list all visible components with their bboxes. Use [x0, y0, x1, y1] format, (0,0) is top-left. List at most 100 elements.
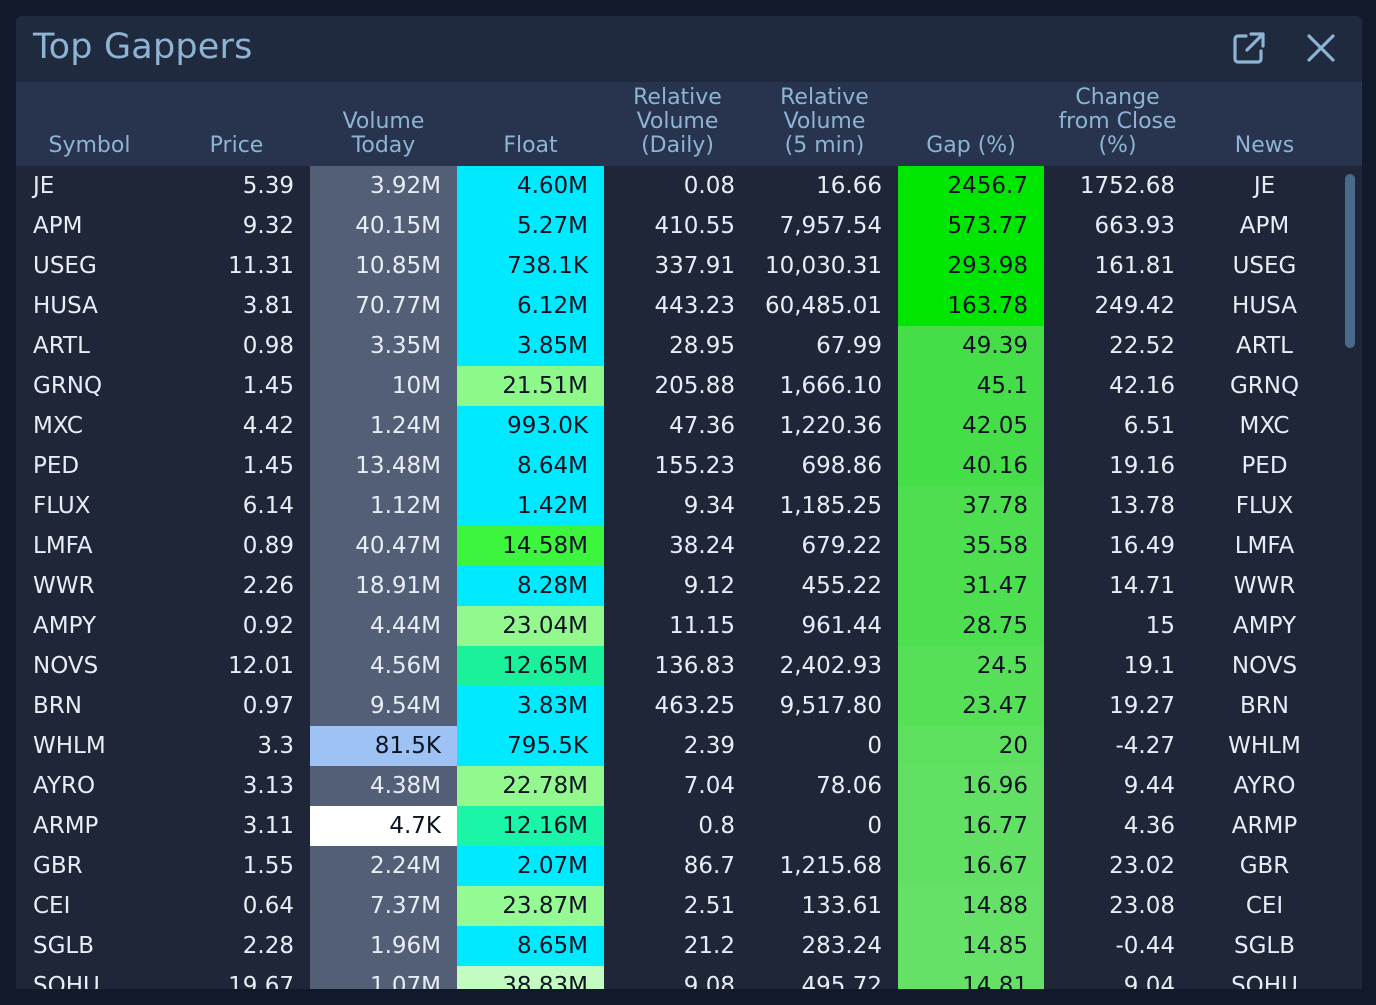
- symbol-cell[interactable]: GBR: [33, 853, 83, 879]
- news-cell[interactable]: CEI: [1245, 893, 1284, 919]
- table-row[interactable]: APM 9.32 40.15M 5.27M 410.55 7,957.54 573.77 66…: [16, 206, 1338, 246]
- symbol-cell[interactable]: WHLM: [33, 733, 106, 759]
- price-cell: 0.97: [242, 693, 294, 719]
- float-cell: 3.85M: [457, 326, 604, 366]
- table-row[interactable]: WWR 2.26 18.91M 8.28M 9.12 455.22 31.47 14.71 WW…: [16, 566, 1338, 606]
- gap-percent-cell: 31.47: [898, 566, 1044, 606]
- price-cell: 3.3: [257, 733, 294, 759]
- table-row[interactable]: ARMP 3.11 4.7K 12.16M 0.8 0 16.77 4.36 ARMP: [16, 806, 1338, 846]
- symbol-cell[interactable]: AYRO: [33, 773, 96, 799]
- column-header-price[interactable]: Price: [209, 133, 264, 158]
- table-row[interactable]: AMPY 0.92 4.44M 23.04M 11.15 961.44 28.75 15 AMP…: [16, 606, 1338, 646]
- news-cell[interactable]: GBR: [1239, 853, 1290, 879]
- gap-percent-cell: 23.47: [898, 686, 1044, 726]
- symbol-cell[interactable]: APM: [33, 213, 83, 239]
- symbol-cell[interactable]: GRNQ: [33, 373, 103, 399]
- symbol-cell[interactable]: USEG: [33, 253, 97, 279]
- symbol-cell[interactable]: ARMP: [33, 813, 99, 839]
- symbol-cell[interactable]: WWR: [33, 573, 95, 599]
- change-from-close-cell: 6.51: [1123, 413, 1175, 439]
- table-row[interactable]: SGLB 2.28 1.96M 8.65M 21.2 283.24 14.85 -0.44 SG…: [16, 926, 1338, 966]
- table-row[interactable]: GRNQ 1.45 10M 21.51M 205.88 1,666.10 45.1 42.16…: [16, 366, 1338, 406]
- news-cell[interactable]: SGLB: [1233, 933, 1295, 959]
- news-cell[interactable]: WWR: [1233, 573, 1296, 599]
- relative-volume-daily-cell: 337.91: [654, 253, 735, 279]
- news-cell[interactable]: NOVS: [1231, 653, 1298, 679]
- table-body: JE 5.39 3.92M 4.60M 0.08 16.66 2456.7 1752.68 JE…: [16, 166, 1338, 1005]
- symbol-cell[interactable]: JE: [33, 173, 55, 199]
- relative-volume-daily-cell: 0.08: [683, 173, 735, 199]
- symbol-cell[interactable]: NOVS: [33, 653, 99, 679]
- column-header-change-from-close[interactable]: Change from Close (%): [1058, 85, 1177, 158]
- table-row[interactable]: PED 1.45 13.48M 8.64M 155.23 698.86 40.16 19.16…: [16, 446, 1338, 486]
- symbol-cell[interactable]: MXC: [33, 413, 83, 439]
- news-cell[interactable]: AYRO: [1233, 773, 1296, 799]
- table-row[interactable]: GBR 1.55 2.24M 2.07M 86.7 1,215.68 16.67 23.02 G…: [16, 846, 1338, 886]
- change-from-close-cell: -4.27: [1115, 733, 1175, 759]
- news-cell[interactable]: USEG: [1232, 253, 1297, 279]
- relative-volume-daily-cell: 9.34: [683, 493, 735, 519]
- news-cell[interactable]: GRNQ: [1229, 373, 1300, 399]
- table-row[interactable]: NOVS 12.01 4.56M 12.65M 136.83 2,402.93 24.5 19…: [16, 646, 1338, 686]
- symbol-cell[interactable]: BRN: [33, 693, 82, 719]
- column-header-relative-volume-5min[interactable]: Relative Volume (5 min): [780, 85, 869, 158]
- news-cell[interactable]: APM: [1239, 213, 1290, 239]
- news-cell[interactable]: ARTL: [1236, 333, 1293, 359]
- news-cell[interactable]: PED: [1241, 453, 1288, 479]
- price-cell: 6.14: [242, 493, 294, 519]
- volume-today-cell: 13.48M: [310, 446, 457, 486]
- symbol-cell[interactable]: LMFA: [33, 533, 93, 559]
- float-cell: 8.28M: [457, 566, 604, 606]
- news-cell[interactable]: ARMP: [1231, 813, 1298, 839]
- symbol-cell[interactable]: HUSA: [33, 293, 98, 319]
- symbol-cell[interactable]: SGLB: [33, 933, 95, 959]
- price-cell: 9.32: [242, 213, 294, 239]
- relative-volume-5min-cell: 1,215.68: [779, 853, 882, 879]
- table-row[interactable]: CEI 0.64 7.37M 23.87M 2.51 133.61 14.88 23.08 CE…: [16, 886, 1338, 926]
- column-header-float[interactable]: Float: [503, 133, 558, 158]
- top-gappers-window: Top Gappers Symbol Price Volume Today Fl…: [16, 16, 1362, 1005]
- relative-volume-daily-cell: 136.83: [654, 653, 735, 679]
- symbol-cell[interactable]: FLUX: [33, 493, 91, 519]
- table-row[interactable]: AYRO 3.13 4.38M 22.78M 7.04 78.06 16.96 9.44 AYR…: [16, 766, 1338, 806]
- gap-percent-cell: 16.67: [898, 846, 1044, 886]
- volume-today-cell: 40.47M: [310, 526, 457, 566]
- symbol-cell[interactable]: ARTL: [33, 333, 90, 359]
- symbol-cell[interactable]: PED: [33, 453, 80, 479]
- symbol-cell[interactable]: CEI: [33, 893, 71, 919]
- relative-volume-daily-cell: 11.15: [669, 613, 735, 639]
- table-row[interactable]: MXC 4.42 1.24M 993.0K 47.36 1,220.36 42.05 6.51…: [16, 406, 1338, 446]
- column-header-news[interactable]: News: [1234, 133, 1295, 158]
- news-cell[interactable]: WHLM: [1228, 733, 1301, 759]
- relative-volume-daily-cell: 2.51: [683, 893, 735, 919]
- column-header-volume-today[interactable]: Volume Today: [342, 109, 425, 158]
- column-header-gap[interactable]: Gap (%): [926, 133, 1016, 158]
- close-button[interactable]: [1301, 28, 1341, 68]
- column-header-symbol[interactable]: Symbol: [48, 133, 131, 158]
- news-cell[interactable]: JE: [1253, 173, 1276, 199]
- change-from-close-cell: -0.44: [1115, 933, 1175, 959]
- news-cell[interactable]: HUSA: [1232, 293, 1297, 319]
- table-row[interactable]: FLUX 6.14 1.12M 1.42M 9.34 1,185.25 37.78 13.78…: [16, 486, 1338, 526]
- news-cell[interactable]: AMPY: [1233, 613, 1296, 639]
- vertical-scrollbar[interactable]: [1338, 166, 1362, 1005]
- news-cell[interactable]: FLUX: [1235, 493, 1294, 519]
- table-row[interactable]: JE 5.39 3.92M 4.60M 0.08 16.66 2456.7 1752.68 JE: [16, 166, 1338, 206]
- popout-button[interactable]: [1229, 28, 1269, 68]
- news-cell[interactable]: BRN: [1240, 693, 1289, 719]
- table-row[interactable]: WHLM 3.3 81.5K 795.5K 2.39 0 20 -4.27 WHLM: [16, 726, 1338, 766]
- table-row[interactable]: HUSA 3.81 70.77M 6.12M 443.23 60,485.01 163.78…: [16, 286, 1338, 326]
- news-cell[interactable]: LMFA: [1234, 533, 1295, 559]
- gap-percent-cell: 163.78: [898, 286, 1044, 326]
- table-row[interactable]: BRN 0.97 9.54M 3.83M 463.25 9,517.80 23.47 19.2…: [16, 686, 1338, 726]
- news-cell[interactable]: MXC: [1239, 413, 1290, 439]
- symbol-cell[interactable]: AMPY: [33, 613, 96, 639]
- price-cell: 3.81: [242, 293, 294, 319]
- float-cell: 12.65M: [457, 646, 604, 686]
- table-row[interactable]: ARTL 0.98 3.35M 3.85M 28.95 67.99 49.39 22.52 AR…: [16, 326, 1338, 366]
- column-header-relative-volume-daily[interactable]: Relative Volume (Daily): [633, 85, 722, 158]
- table-row[interactable]: USEG 11.31 10.85M 738.1K 337.91 10,030.31 293.…: [16, 246, 1338, 286]
- scrollbar-thumb[interactable]: [1345, 174, 1355, 348]
- table-row[interactable]: LMFA 0.89 40.47M 14.58M 38.24 679.22 35.58 16.4…: [16, 526, 1338, 566]
- float-cell: 22.78M: [457, 766, 604, 806]
